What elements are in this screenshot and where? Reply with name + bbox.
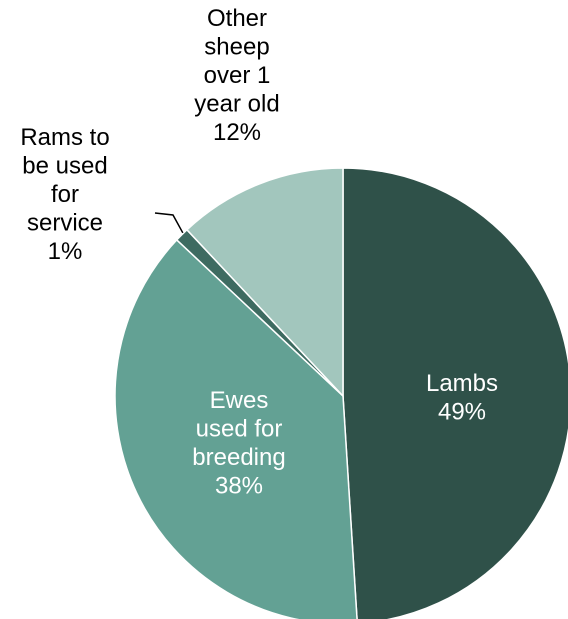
slice-label-line: Ewes: [210, 387, 269, 414]
slice-label-line: be used: [22, 153, 107, 180]
slice-label-line: 38%: [215, 473, 263, 500]
slice-labels: Lambs 49% Ewes used for breeding 38% Rams to be…: [20, 5, 498, 500]
slice-label-line: year old: [194, 91, 279, 118]
pie-slice-1: [114, 238, 358, 619]
slice-label-line: sheep: [204, 34, 269, 61]
pie-slice-0: [342, 167, 568, 619]
leader-line-rams: [154, 212, 184, 234]
slice-label-line: 12%: [213, 119, 261, 146]
slice-label-2: Rams to be used for service 1%: [20, 124, 109, 265]
slice-label-line: Rams to: [20, 124, 109, 151]
slice-label-line: Other: [207, 5, 267, 32]
slice-label-line: 49%: [438, 399, 486, 426]
slice-label-line: Lambs: [426, 370, 498, 397]
slice-label-1: Ewes used for breeding 38%: [192, 387, 285, 500]
slice-label-3: Other sheep over 1 year old 12%: [194, 5, 279, 146]
slice-label-line: for: [51, 181, 79, 208]
leader-lines: [154, 212, 184, 234]
pie-slice-3: [185, 167, 344, 398]
slice-label-line: over 1: [204, 62, 271, 89]
slice-label-0: Lambs 49%: [426, 370, 498, 426]
slice-label-line: service: [27, 210, 103, 237]
slice-label-line: 1%: [48, 238, 83, 265]
slice-label-line: breeding: [192, 444, 285, 471]
slice-label-line: used for: [196, 416, 283, 443]
pie-slices: [114, 167, 568, 619]
